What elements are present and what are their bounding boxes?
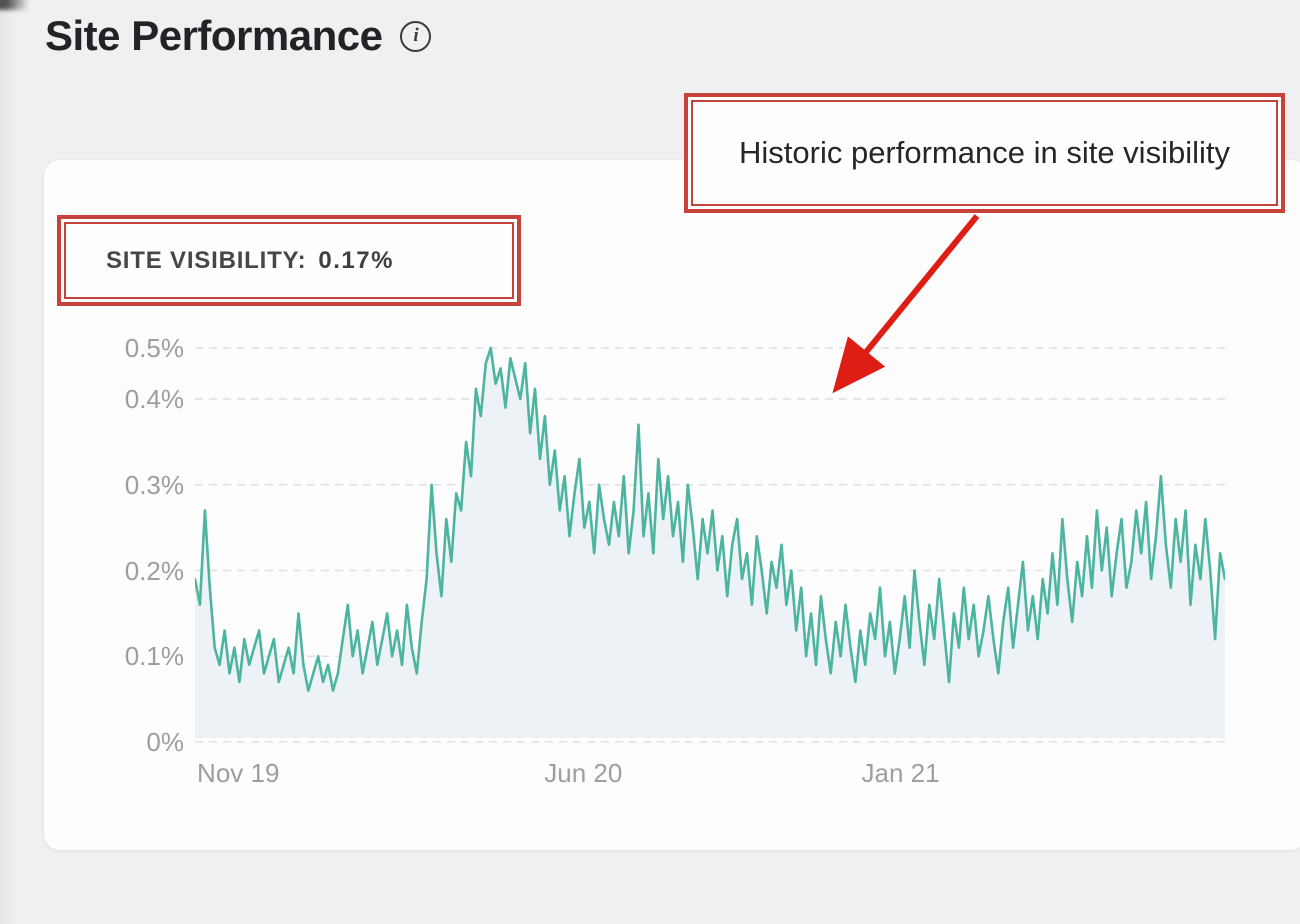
callout-text: Historic performance in site visibility (739, 135, 1230, 170)
visibility-chart-plot[interactable] (195, 340, 1225, 750)
y-tick-label: 0.1% (124, 641, 184, 672)
window-corner-artifact (0, 0, 34, 10)
y-tick-label: 0.5% (124, 333, 184, 363)
page-title: Site Performance (45, 12, 383, 59)
visibility-line (195, 346, 1225, 692)
site-visibility-metric: SITE VISIBILITY: 0.17% (66, 247, 394, 275)
callout-arrow (832, 214, 980, 394)
x-tick-label: Jan 21 (861, 758, 940, 788)
page-left-edge (0, 0, 18, 924)
x-tick-label: Jun 20 (544, 758, 623, 788)
callout-box: Historic performance in site visibility (684, 93, 1285, 213)
site-visibility-annotation-box: SITE VISIBILITY: 0.17% (57, 215, 521, 306)
y-tick-label: 0% (146, 727, 184, 757)
y-tick-label: 0.4% (124, 384, 184, 414)
page-header: Site Performance i (45, 12, 432, 60)
info-icon[interactable]: i (400, 20, 432, 52)
callout-box-inner: Historic performance in site visibility (691, 100, 1278, 206)
site-visibility-label: SITE VISIBILITY: (106, 246, 307, 274)
x-tick-label: Nov 19 (197, 758, 280, 788)
y-tick-label: 0.3% (124, 469, 184, 500)
performance-card: SITE VISIBILITY: 0.17% 0.5% 0.4% 0.3% 0.2% 0.… (44, 160, 1300, 850)
y-tick-label: 0.2% (124, 555, 184, 586)
site-visibility-value: 0.17% (318, 246, 394, 274)
site-visibility-annotation-inner: SITE VISIBILITY: 0.17% (64, 222, 514, 299)
